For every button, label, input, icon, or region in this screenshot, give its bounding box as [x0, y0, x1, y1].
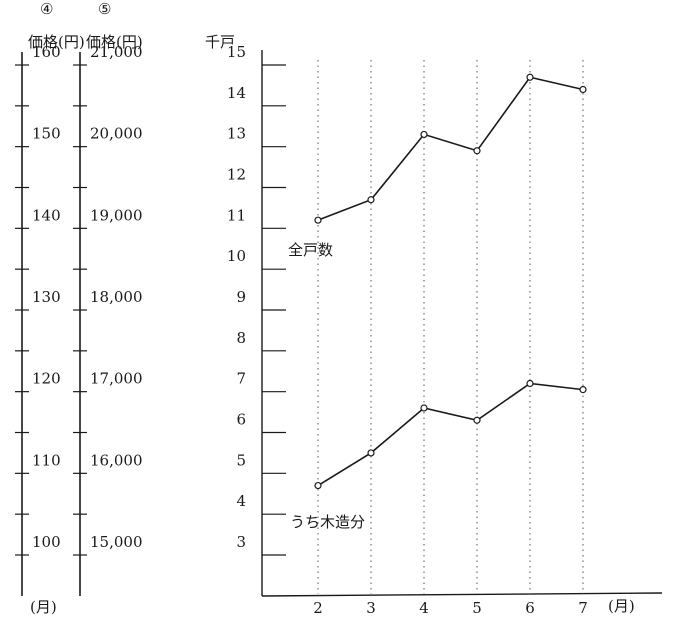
x-tick-label: 2	[313, 599, 323, 617]
data-point	[367, 196, 375, 204]
data-point	[526, 73, 534, 81]
y-tick-label: 12	[227, 166, 246, 184]
x-tick-label: 6	[525, 599, 535, 617]
data-point	[473, 416, 481, 424]
data-point	[314, 216, 322, 224]
y-tick-label: 6	[236, 411, 246, 429]
data-point	[473, 147, 481, 155]
main-axis-title: 千戸	[205, 33, 235, 51]
y-tick-label: 10	[227, 247, 246, 265]
y-tick-label: 14	[227, 84, 246, 102]
series-line	[317, 382, 584, 487]
data-point	[420, 404, 428, 412]
y-tick-label: 15	[227, 43, 246, 61]
x-tick-label: 7	[578, 599, 588, 617]
price-tick-label: 21,000	[90, 43, 143, 61]
y-tick-label: 7	[236, 370, 246, 388]
data-point	[579, 85, 587, 94]
price-tick-label: 110	[32, 451, 61, 469]
y-tick-label: 8	[236, 329, 246, 347]
price-tick-label: 20,000	[90, 125, 143, 143]
axis4-title: 価格(円)	[28, 33, 85, 51]
x-axis-line	[261, 592, 663, 597]
price-tick-label: 19,000	[90, 206, 143, 224]
price-tick-label: 160	[32, 43, 61, 61]
price-tick-label: 120	[32, 370, 61, 388]
axis4-marker: ④	[40, 0, 53, 18]
price-tick-label: 140	[32, 206, 61, 224]
x-axis-title: (月)	[608, 597, 635, 615]
y-tick-label: 4	[236, 492, 246, 510]
price-tick-label: 16,000	[90, 451, 143, 469]
axis5-title: 価格(円)	[86, 33, 143, 51]
data-point	[367, 449, 375, 457]
axis5-marker: ⑤	[98, 0, 111, 18]
left-month-label: (月)	[30, 598, 57, 616]
x-tick-label: 3	[366, 599, 376, 617]
y-tick-label: 3	[236, 533, 246, 551]
price-tick-label: 150	[32, 125, 61, 143]
data-point	[420, 130, 428, 139]
series-line	[317, 76, 584, 221]
data-point	[579, 386, 587, 394]
price-tick-label: 15,000	[90, 533, 143, 551]
y-tick-label: 9	[236, 288, 246, 306]
x-tick-label: 5	[472, 599, 482, 617]
x-tick-label: 4	[419, 599, 429, 617]
data-point	[314, 481, 322, 490]
price-tick-label: 130	[32, 288, 61, 306]
price-tick-label: 17,000	[90, 370, 143, 388]
series-label: 全戸数	[288, 241, 333, 259]
series-label: うち木造分	[290, 513, 365, 531]
price-tick-label: 18,000	[90, 288, 143, 306]
price-tick-label: 100	[32, 533, 61, 551]
y-tick-label: 11	[227, 206, 246, 224]
data-point	[526, 379, 534, 388]
y-tick-label: 13	[227, 125, 246, 143]
y-tick-label: 5	[236, 451, 246, 469]
